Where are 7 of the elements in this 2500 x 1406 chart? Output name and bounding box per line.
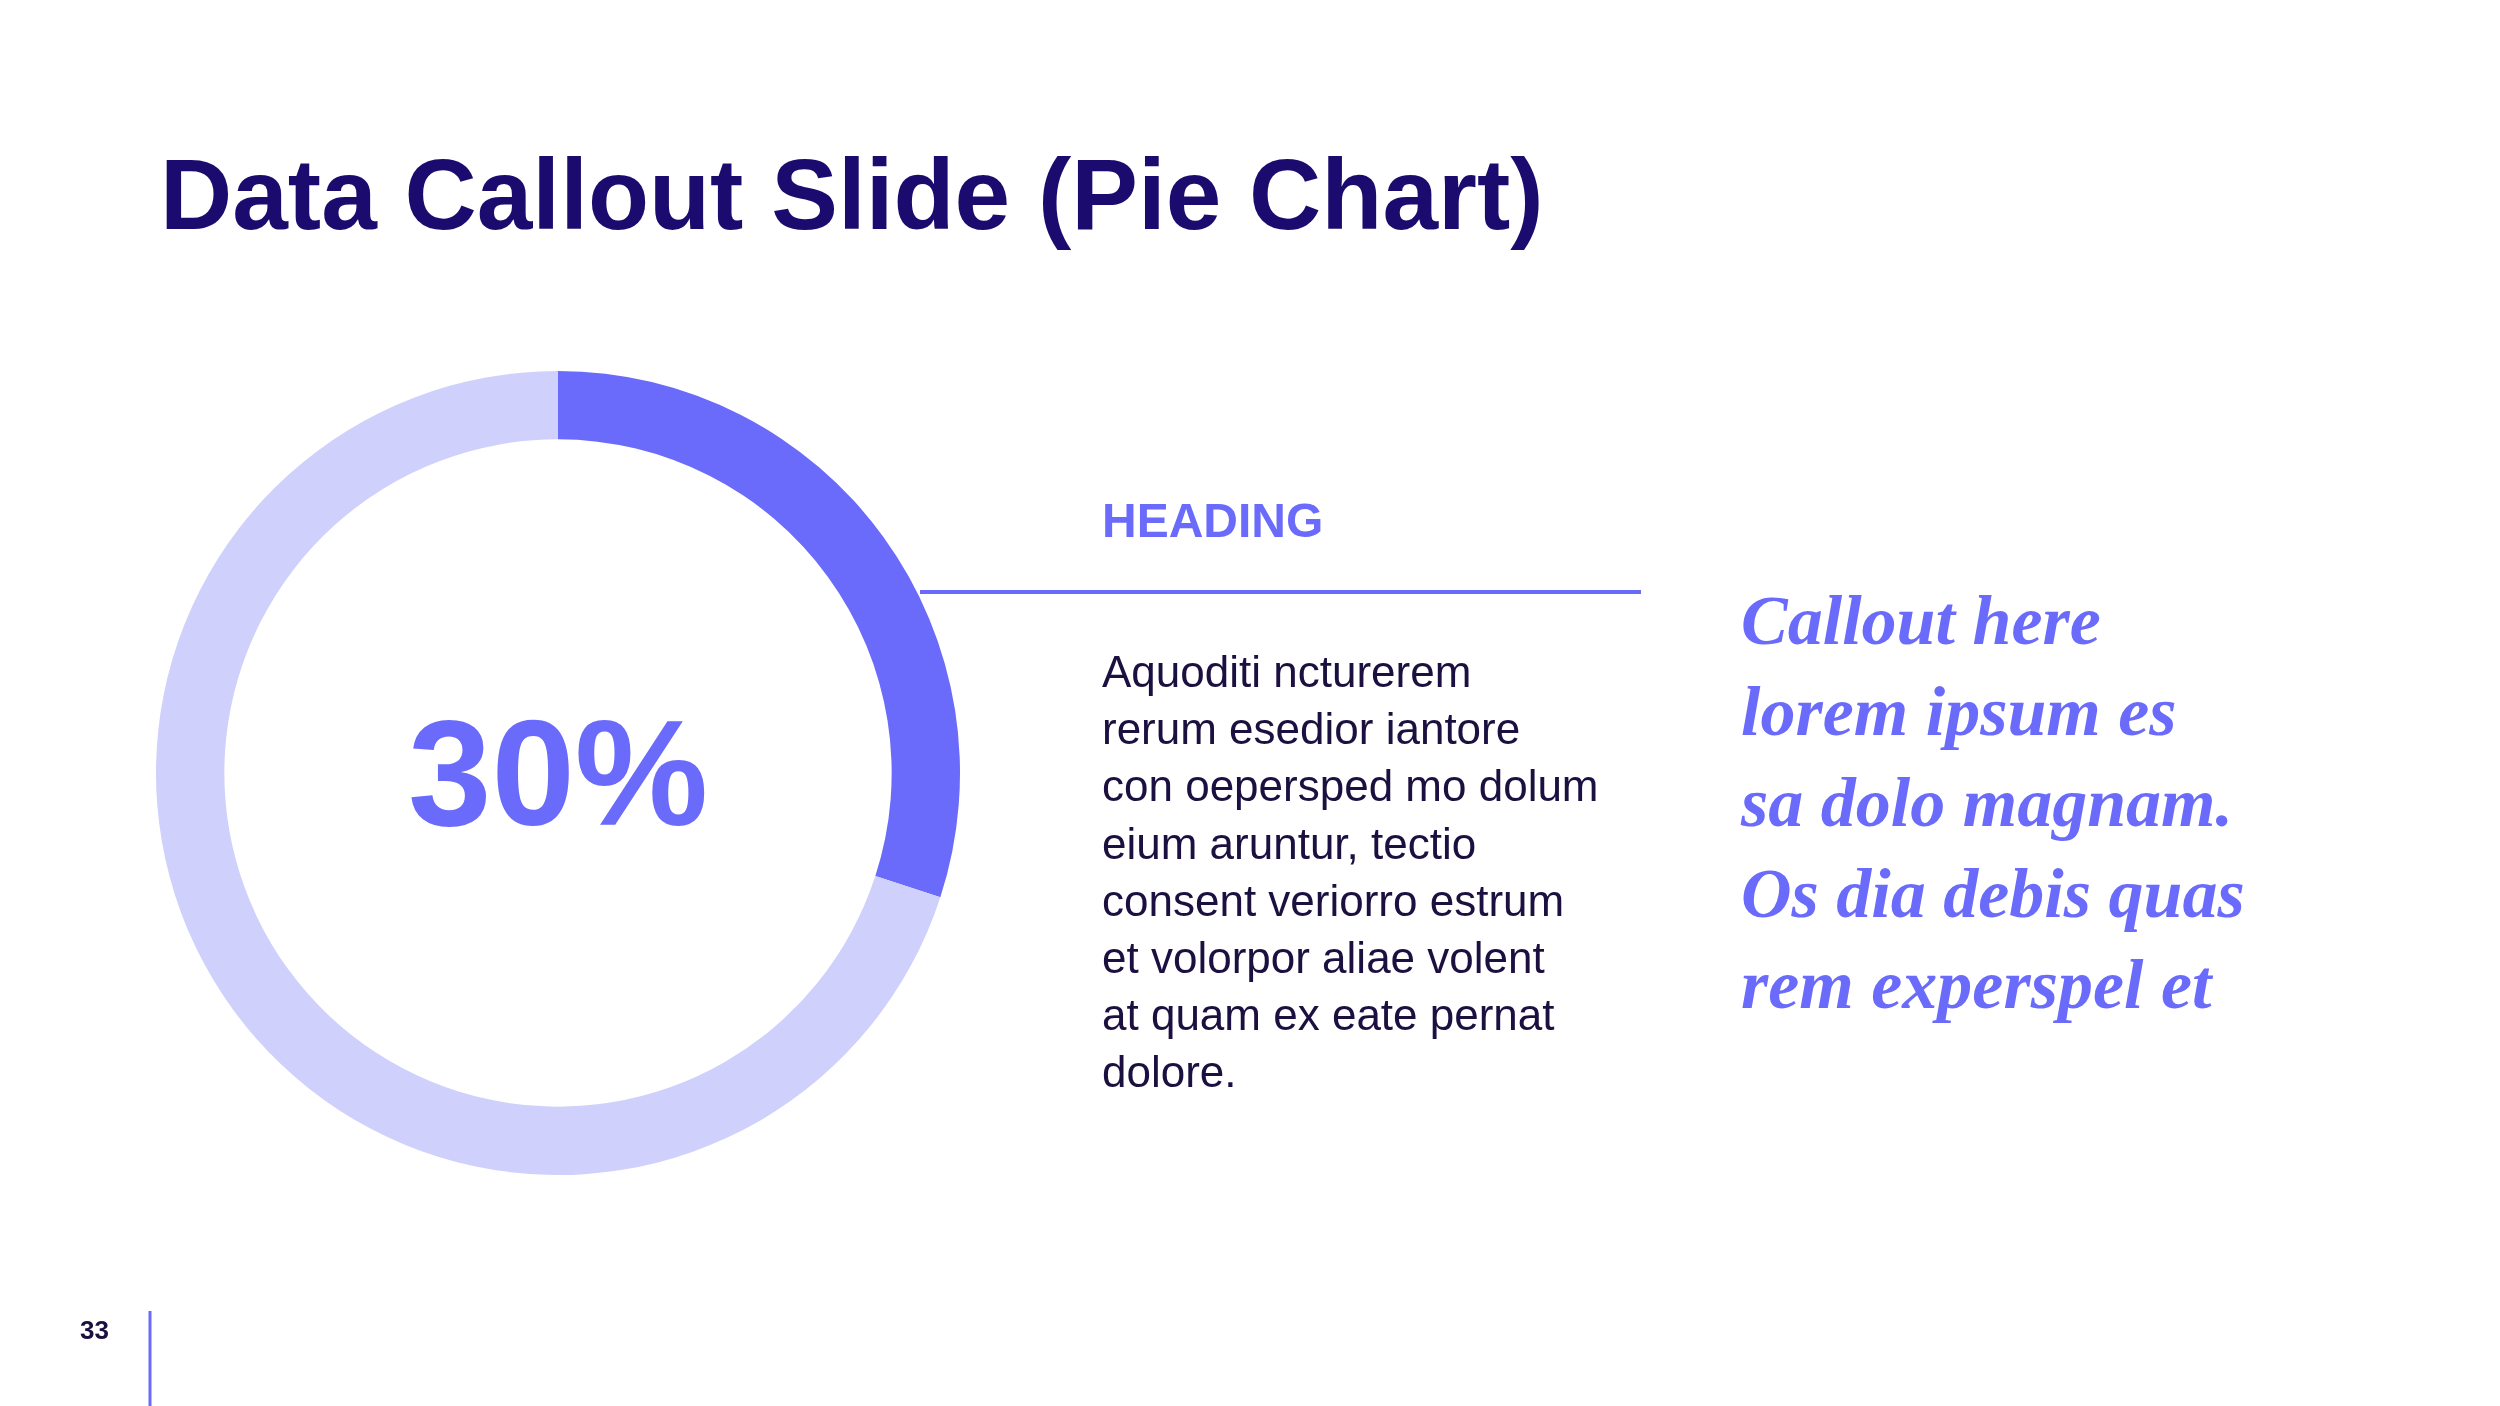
chart-title: Data Callout Slide (Pie Chart) [160, 138, 1544, 250]
text: 33 [80, 1315, 109, 1345]
text: HEADING [1102, 494, 1324, 547]
text: Aquoditi ncturerem rerum esedior iantore con oepersped mo dolum eium aruntur, tectio consent veriorro estrum et volorpor aliae volent at quam ex eate pernat dolore. [1102, 647, 1599, 1097]
donut-slice [156, 371, 941, 1175]
text: 30% [408, 689, 709, 857]
text: Callout here lorem ipsum es sa dolo magnam. Os dia debis quas rem experspel et [1740, 582, 2245, 1023]
